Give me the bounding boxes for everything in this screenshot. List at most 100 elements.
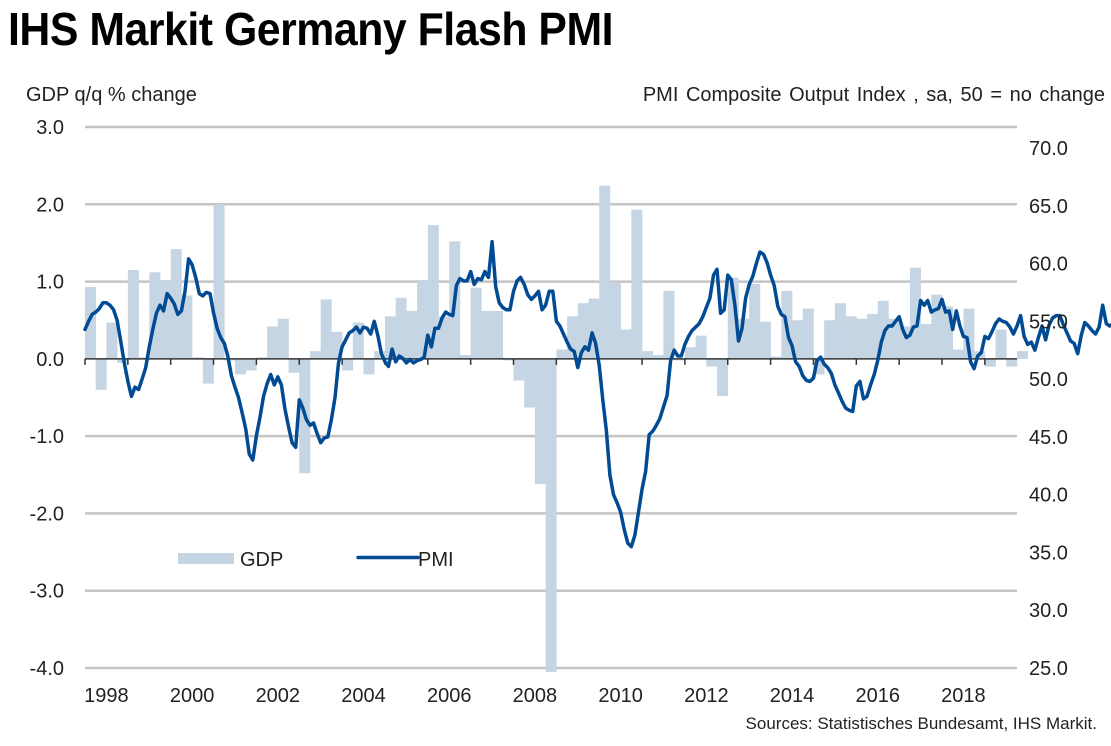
gdp-bar bbox=[899, 326, 911, 359]
gdp-bar bbox=[363, 358, 375, 375]
gdp-bar bbox=[824, 320, 836, 359]
gdp-bar bbox=[609, 283, 621, 359]
right-tick-label: 30.0 bbox=[1029, 600, 1068, 622]
source-note: Sources: Statistisches Bundesamt, IHS Ma… bbox=[745, 714, 1097, 733]
gdp-bar bbox=[170, 249, 182, 359]
gdp-bar bbox=[631, 209, 643, 359]
gdp-bar bbox=[620, 329, 632, 359]
left-tick-labels: 3.0 2.0 1.0 0.0 -1.0 -2.0 -3.0 -4.0 bbox=[30, 117, 64, 680]
right-tick-label: 45.0 bbox=[1029, 427, 1068, 449]
gdp-bar bbox=[706, 358, 718, 367]
gdp-bar bbox=[909, 267, 921, 359]
legend-gdp-swatch bbox=[178, 553, 234, 564]
gdp-bar bbox=[159, 280, 172, 359]
right-tick-label: 70.0 bbox=[1029, 138, 1068, 160]
left-tick-label: -2.0 bbox=[30, 503, 64, 525]
chart-title: IHS Markit Germany Flash PMI bbox=[8, 3, 614, 55]
gdp-bar bbox=[942, 306, 954, 359]
gdp-bar bbox=[1017, 351, 1029, 359]
gdp-bar bbox=[963, 308, 975, 359]
legend-gdp-label: GDP bbox=[240, 549, 283, 571]
gdp-bar bbox=[384, 316, 396, 359]
right-tick-label: 55.0 bbox=[1029, 311, 1068, 333]
gdp-bar bbox=[738, 318, 750, 359]
x-tick-label: 2002 bbox=[256, 685, 301, 707]
x-tick-label: 2014 bbox=[770, 685, 815, 707]
legend-pmi-label: PMI bbox=[418, 549, 454, 571]
gdp-bar bbox=[234, 358, 246, 375]
right-tick-label: 25.0 bbox=[1029, 658, 1068, 680]
gdp-bar bbox=[652, 354, 664, 359]
gdp-bar bbox=[267, 326, 279, 359]
gdp-bar bbox=[845, 316, 857, 359]
gdp-bar bbox=[331, 331, 343, 359]
left-tick-label: -1.0 bbox=[30, 426, 64, 448]
gdp-bar bbox=[867, 314, 879, 359]
right-tick-label: 60.0 bbox=[1029, 254, 1068, 276]
gdp-bar bbox=[684, 347, 696, 359]
gdp-bar bbox=[674, 358, 686, 361]
gdp-bar bbox=[470, 287, 482, 359]
left-tick-label: -3.0 bbox=[30, 581, 64, 603]
right-tick-label: 40.0 bbox=[1029, 485, 1068, 507]
x-tick-label: 2006 bbox=[427, 685, 472, 707]
left-tick-label: 2.0 bbox=[36, 194, 64, 216]
gdp-bar bbox=[95, 358, 107, 390]
gdp-bar bbox=[695, 335, 707, 359]
gdp-bar bbox=[106, 322, 118, 359]
gdp-bar bbox=[320, 299, 332, 359]
gdp-bar bbox=[138, 357, 150, 359]
gdp-bar bbox=[277, 318, 289, 359]
gdp-bar bbox=[577, 303, 589, 359]
gdp-bar bbox=[567, 316, 579, 359]
gdp-bar bbox=[984, 358, 996, 367]
gdp-bar bbox=[717, 358, 729, 396]
gdp-bar bbox=[492, 310, 504, 359]
gdp-bar bbox=[792, 320, 804, 359]
gdp-bar bbox=[85, 286, 97, 359]
legend: GDP PMI bbox=[178, 549, 454, 571]
gdp-bar bbox=[834, 303, 846, 359]
gdp-bar bbox=[502, 358, 514, 361]
right-axis-label: PMI Composite Output Index , sa, 50 = no… bbox=[642, 84, 1105, 106]
gdp-bars bbox=[85, 185, 1029, 672]
x-tick-label: 2016 bbox=[855, 685, 900, 707]
gdp-bar bbox=[931, 294, 943, 359]
pmi-line bbox=[83, 239, 1111, 549]
gdp-bar bbox=[127, 269, 139, 359]
x-tick-label: 1998 bbox=[84, 685, 129, 707]
x-tick-labels: 1998 2000 2002 2004 2006 2008 2010 2012 2014 2016… bbox=[84, 685, 986, 707]
gdp-bar bbox=[406, 310, 418, 359]
gdp-bar bbox=[599, 185, 611, 359]
x-tick-label: 2004 bbox=[341, 685, 386, 707]
gdp-bar bbox=[545, 358, 557, 672]
x-tick-label: 2008 bbox=[513, 685, 558, 707]
right-tick-labels: 70.0 65.0 60.0 55.0 50.0 45.0 40.0 35.0 30.0 25.0 bbox=[1029, 138, 1068, 680]
gdp-bar bbox=[888, 318, 900, 359]
gdp-bar bbox=[813, 358, 825, 375]
gdp-bar bbox=[877, 300, 889, 359]
gdp-bar bbox=[309, 351, 321, 359]
gdp-bar bbox=[245, 358, 257, 371]
gdp-bar bbox=[642, 351, 654, 359]
gdp-bar bbox=[556, 349, 568, 359]
gdp-bar bbox=[534, 358, 546, 485]
left-tick-label: 3.0 bbox=[36, 117, 64, 139]
gdp-bar bbox=[181, 295, 193, 359]
gdp-bar bbox=[438, 316, 450, 359]
gdp-bar bbox=[770, 356, 782, 359]
left-tick-label: -4.0 bbox=[30, 658, 64, 680]
x-tick-label: 2018 bbox=[941, 685, 986, 707]
pmi-line-group bbox=[83, 239, 1111, 549]
right-tick-label: 35.0 bbox=[1029, 542, 1068, 564]
x-tick-label: 2010 bbox=[598, 685, 643, 707]
gdp-bar bbox=[995, 329, 1007, 359]
gdp-bar bbox=[802, 308, 814, 359]
x-tick-label: 2000 bbox=[170, 685, 215, 707]
gdp-bar bbox=[588, 298, 600, 359]
right-tick-label: 50.0 bbox=[1029, 369, 1068, 391]
gdp-bar bbox=[342, 358, 354, 371]
gdp-bar bbox=[417, 280, 429, 359]
gdp-bar bbox=[395, 297, 407, 359]
left-tick-label: 1.0 bbox=[36, 272, 64, 294]
